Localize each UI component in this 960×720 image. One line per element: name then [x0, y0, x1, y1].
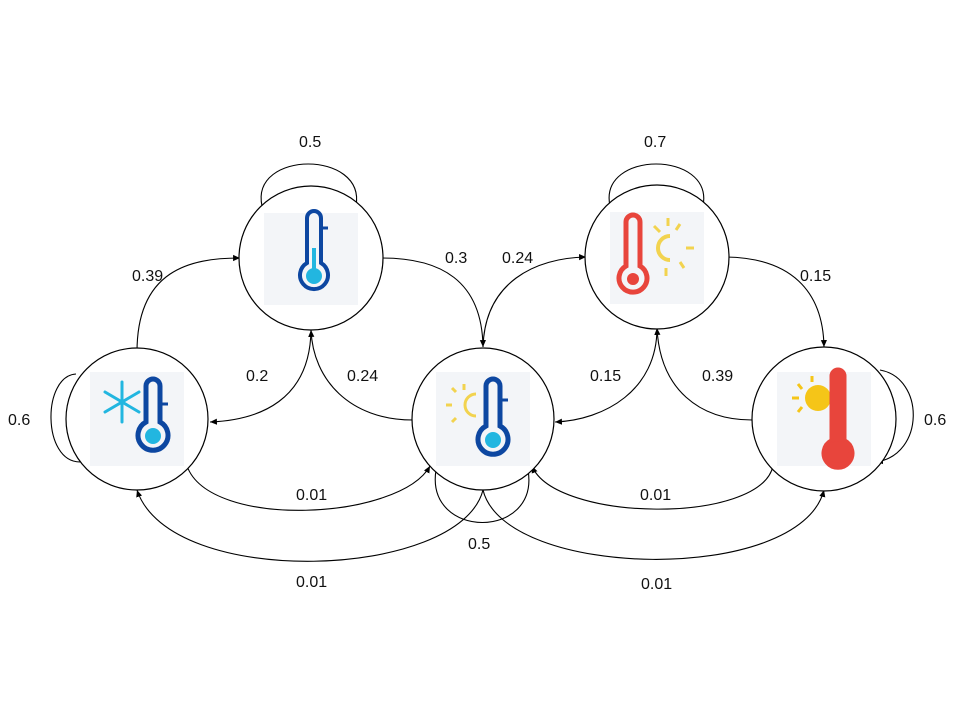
red-thermometer-sun-icon	[610, 212, 704, 304]
edge-warm-warm	[608, 163, 705, 207]
label-mild-cool: 0.24	[347, 368, 378, 385]
label-cool-cold: 0.2	[246, 368, 268, 385]
label-cold-cool: 0.39	[132, 268, 163, 285]
edge-hot-hot	[875, 369, 914, 465]
edge-cool-cool	[260, 163, 358, 207]
blue-thermometer-icon	[264, 209, 358, 305]
label-cold-mild: 0.01	[296, 487, 327, 504]
edge-warm-hot	[725, 256, 827, 348]
label-warm-hot: 0.15	[800, 268, 831, 285]
edge-cold-cool	[136, 254, 241, 353]
edge-cool-cold	[209, 329, 312, 425]
label-warm-warm: 0.7	[644, 134, 666, 151]
label-cool-mild: 0.3	[445, 250, 467, 267]
edge-hot-warm	[654, 327, 753, 421]
node-hot	[751, 346, 897, 492]
label-cold-cold: 0.6	[8, 412, 30, 429]
edge-cold-mild	[186, 465, 431, 511]
label-mild-mild: 0.5	[468, 536, 490, 553]
sun-red-thermometer-icon	[777, 367, 871, 470]
label-hot-warm: 0.39	[702, 368, 733, 385]
edge-cool-mild	[381, 257, 486, 348]
edge-mild-cool	[308, 329, 414, 421]
node-cool	[238, 185, 384, 331]
edge-cold-cold	[50, 373, 81, 463]
node-mild	[411, 347, 555, 491]
edge-mild-warm	[482, 254, 587, 348]
edge-mild-hot	[482, 489, 826, 560]
snowflake-thermometer-icon	[90, 372, 184, 466]
label-cool-cool: 0.5	[299, 134, 321, 151]
label-warm-mild: 0.15	[590, 368, 621, 385]
label-hot-mild: 0.01	[640, 487, 671, 504]
label-mild-cold: 0.01	[296, 574, 327, 591]
edge-warm-mild	[554, 327, 658, 425]
edge-mild-cold	[136, 489, 484, 562]
label-mild-warm: 0.24	[502, 250, 533, 267]
edge-hot-mild	[531, 465, 774, 510]
sun-blue-thermometer-icon	[436, 372, 530, 466]
label-hot-hot: 0.6	[924, 412, 946, 429]
edge-mild-mild	[434, 469, 530, 523]
label-mild-hot: 0.01	[641, 576, 672, 593]
node-warm	[584, 184, 730, 330]
node-cold	[65, 347, 209, 491]
